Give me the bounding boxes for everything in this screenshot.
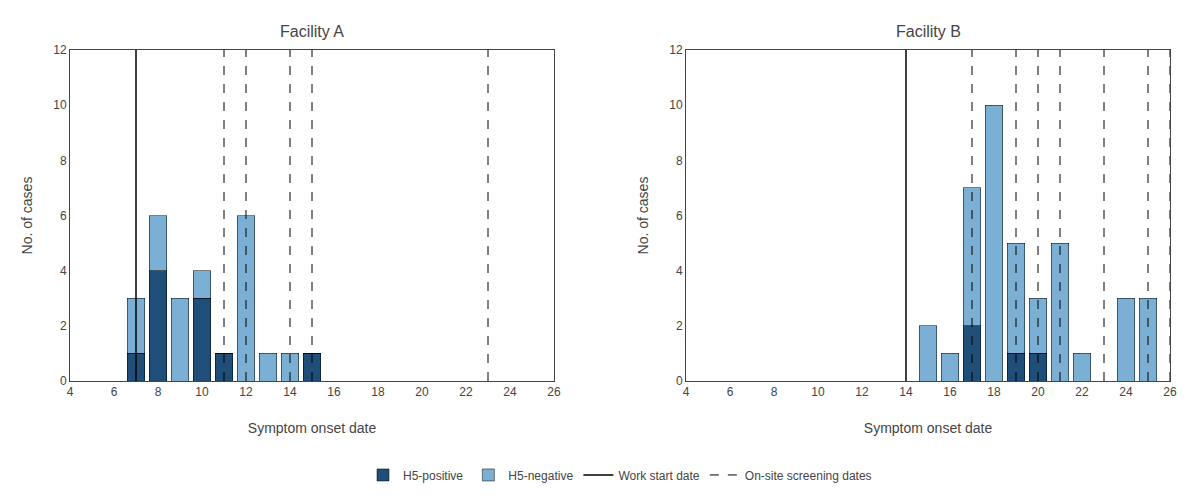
svg-text:Work start date: Work start date [618, 469, 699, 483]
svg-text:On-site screening dates: On-site screening dates [745, 469, 872, 483]
svg-text:10: 10 [195, 385, 209, 399]
svg-text:No. of cases: No. of cases [19, 177, 35, 255]
svg-text:2: 2 [60, 319, 67, 333]
svg-text:16: 16 [943, 385, 957, 399]
svg-text:Symptom onset date: Symptom onset date [864, 420, 993, 436]
svg-text:20: 20 [1031, 385, 1045, 399]
svg-text:0: 0 [676, 374, 683, 388]
svg-text:8: 8 [676, 154, 683, 168]
svg-text:14: 14 [899, 385, 913, 399]
svg-text:16: 16 [327, 385, 341, 399]
svg-text:12: 12 [239, 385, 253, 399]
svg-text:8: 8 [155, 385, 162, 399]
svg-text:6: 6 [676, 209, 683, 223]
svg-text:20: 20 [415, 385, 429, 399]
svg-text:22: 22 [1075, 385, 1089, 399]
svg-text:26: 26 [547, 385, 561, 399]
svg-text:6: 6 [111, 385, 118, 399]
svg-text:4: 4 [676, 264, 683, 278]
svg-text:10: 10 [53, 98, 67, 112]
svg-text:4: 4 [67, 385, 74, 399]
svg-text:H5-positive: H5-positive [403, 469, 463, 483]
svg-text:24: 24 [503, 385, 517, 399]
svg-text:18: 18 [371, 385, 385, 399]
svg-text:8: 8 [60, 154, 67, 168]
svg-text:6: 6 [727, 385, 734, 399]
svg-text:Facility A: Facility A [280, 23, 344, 40]
svg-text:22: 22 [459, 385, 473, 399]
svg-text:4: 4 [683, 385, 690, 399]
svg-text:Symptom onset date: Symptom onset date [248, 420, 377, 436]
svg-text:8: 8 [771, 385, 778, 399]
svg-text:14: 14 [283, 385, 297, 399]
svg-text:12: 12 [669, 43, 683, 57]
svg-text:26: 26 [1163, 385, 1177, 399]
svg-text:0: 0 [60, 374, 67, 388]
svg-text:6: 6 [60, 209, 67, 223]
svg-text:H5-negative: H5-negative [508, 469, 573, 483]
svg-text:12: 12 [855, 385, 869, 399]
svg-text:Facility B: Facility B [896, 23, 961, 40]
svg-text:10: 10 [811, 385, 825, 399]
svg-text:No. of cases: No. of cases [635, 177, 651, 255]
svg-text:10: 10 [669, 98, 683, 112]
svg-text:2: 2 [676, 319, 683, 333]
svg-text:12: 12 [53, 43, 67, 57]
svg-text:4: 4 [60, 264, 67, 278]
svg-text:24: 24 [1119, 385, 1133, 399]
svg-text:18: 18 [987, 385, 1001, 399]
